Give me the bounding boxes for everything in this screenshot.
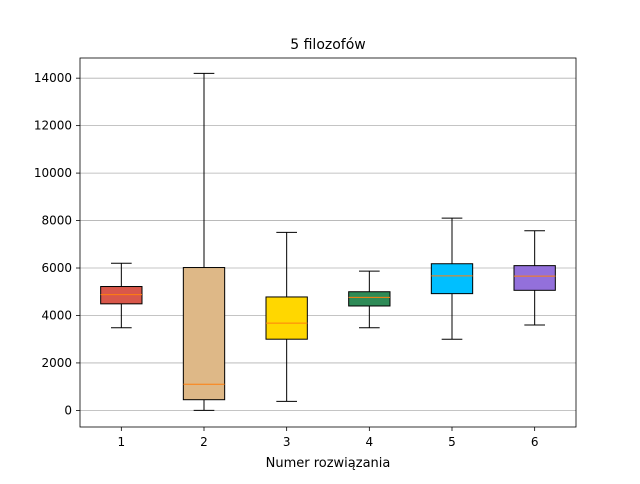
y-tick-label: 14000 bbox=[34, 71, 72, 85]
y-tick-label: 2000 bbox=[41, 356, 72, 370]
y-tick-label: 6000 bbox=[41, 261, 72, 275]
x-tick-label: 4 bbox=[366, 435, 374, 449]
box-group-6 bbox=[513, 230, 556, 326]
y-tick-label: 4000 bbox=[41, 308, 72, 322]
x-tick-label: 1 bbox=[118, 435, 126, 449]
x-tick-label: 6 bbox=[531, 435, 539, 449]
box-iqr bbox=[348, 291, 391, 307]
y-grid bbox=[80, 77, 576, 411]
x-axis: 1 2 3 4 5 6 bbox=[118, 427, 539, 449]
box-group-1 bbox=[100, 262, 143, 329]
y-axis: 0 2000 4000 6000 8000 10000 12000 14000 bbox=[34, 71, 80, 417]
x-tick-label: 2 bbox=[200, 435, 208, 449]
y-tick-label: 0 bbox=[64, 403, 72, 417]
y-tick-label: 10000 bbox=[34, 166, 72, 180]
box-group-3 bbox=[265, 231, 308, 402]
chart-title: 5 filozofów bbox=[290, 37, 366, 53]
boxes bbox=[100, 72, 556, 411]
box-group-5 bbox=[430, 217, 474, 340]
x-tick-label: 5 bbox=[448, 435, 456, 449]
y-tick-label: 12000 bbox=[34, 119, 72, 133]
y-tick-label: 8000 bbox=[41, 214, 72, 228]
box-group-2 bbox=[182, 72, 226, 411]
box-iqr bbox=[182, 267, 226, 401]
box-group-4 bbox=[348, 270, 391, 329]
x-axis-label: Numer rozwiązania bbox=[266, 456, 391, 471]
box-iqr bbox=[513, 265, 556, 291]
plot-area-frame bbox=[79, 57, 577, 428]
box-iqr bbox=[100, 286, 143, 305]
x-tick-label: 3 bbox=[283, 435, 291, 449]
box-iqr bbox=[430, 263, 474, 295]
box-iqr bbox=[265, 296, 308, 340]
